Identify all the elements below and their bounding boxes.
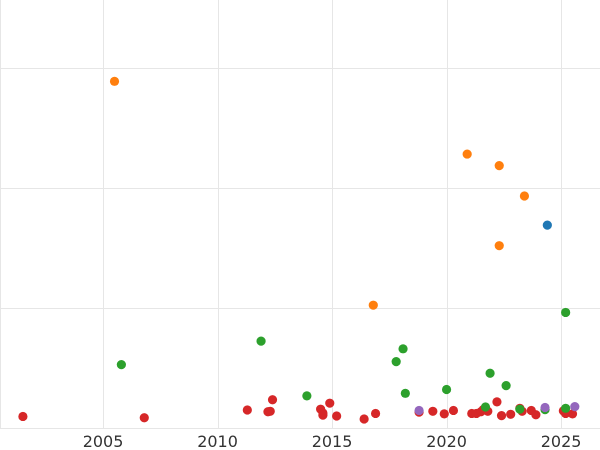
data-point xyxy=(139,413,149,423)
data-point xyxy=(561,307,571,318)
data-point xyxy=(318,410,328,420)
x-tick-label: 2010 xyxy=(197,432,238,450)
data-point xyxy=(480,402,491,412)
grid xyxy=(0,0,600,429)
data-point xyxy=(494,161,504,171)
series-3 xyxy=(542,220,552,230)
data-point xyxy=(414,405,424,416)
x-tick-label: 2015 xyxy=(312,432,353,450)
data-point xyxy=(540,402,550,413)
data-point xyxy=(567,409,578,419)
data-point xyxy=(325,398,335,408)
data-point xyxy=(400,388,410,398)
data-point xyxy=(448,405,459,416)
data-point xyxy=(462,149,472,159)
data-point xyxy=(267,395,278,405)
data-point xyxy=(496,410,507,421)
data-point xyxy=(531,410,541,420)
data-point xyxy=(439,409,449,419)
series-0 xyxy=(18,395,578,424)
data-point xyxy=(519,191,530,201)
x-tick-label: 2005 xyxy=(83,432,124,450)
data-point xyxy=(485,368,495,378)
data-point xyxy=(359,414,369,424)
data-point xyxy=(542,220,552,230)
x-tick-label: 2020 xyxy=(426,432,467,450)
data-point xyxy=(441,384,452,395)
data-point xyxy=(18,411,28,422)
x-tick-label: 2025 xyxy=(541,432,582,450)
data-point xyxy=(242,405,252,415)
data-point xyxy=(570,402,580,412)
data-points xyxy=(18,76,580,424)
series-1 xyxy=(116,307,571,415)
data-point xyxy=(561,403,571,413)
data-point xyxy=(370,408,381,419)
data-point xyxy=(109,76,120,86)
series-2 xyxy=(109,76,530,310)
data-point xyxy=(398,344,408,354)
data-point xyxy=(494,241,504,251)
x-axis-ticks: 2005 2010 2015 2020 2025 xyxy=(83,432,582,450)
data-point xyxy=(302,391,312,401)
data-point xyxy=(501,381,511,391)
data-point xyxy=(515,404,525,414)
data-point xyxy=(368,300,378,310)
data-point xyxy=(492,397,502,407)
data-point xyxy=(391,357,401,367)
series-4 xyxy=(414,402,580,416)
data-point xyxy=(332,411,342,421)
data-point xyxy=(506,409,516,419)
data-point xyxy=(116,360,126,370)
data-point xyxy=(428,406,438,416)
data-point xyxy=(256,336,266,346)
data-point xyxy=(265,406,275,416)
